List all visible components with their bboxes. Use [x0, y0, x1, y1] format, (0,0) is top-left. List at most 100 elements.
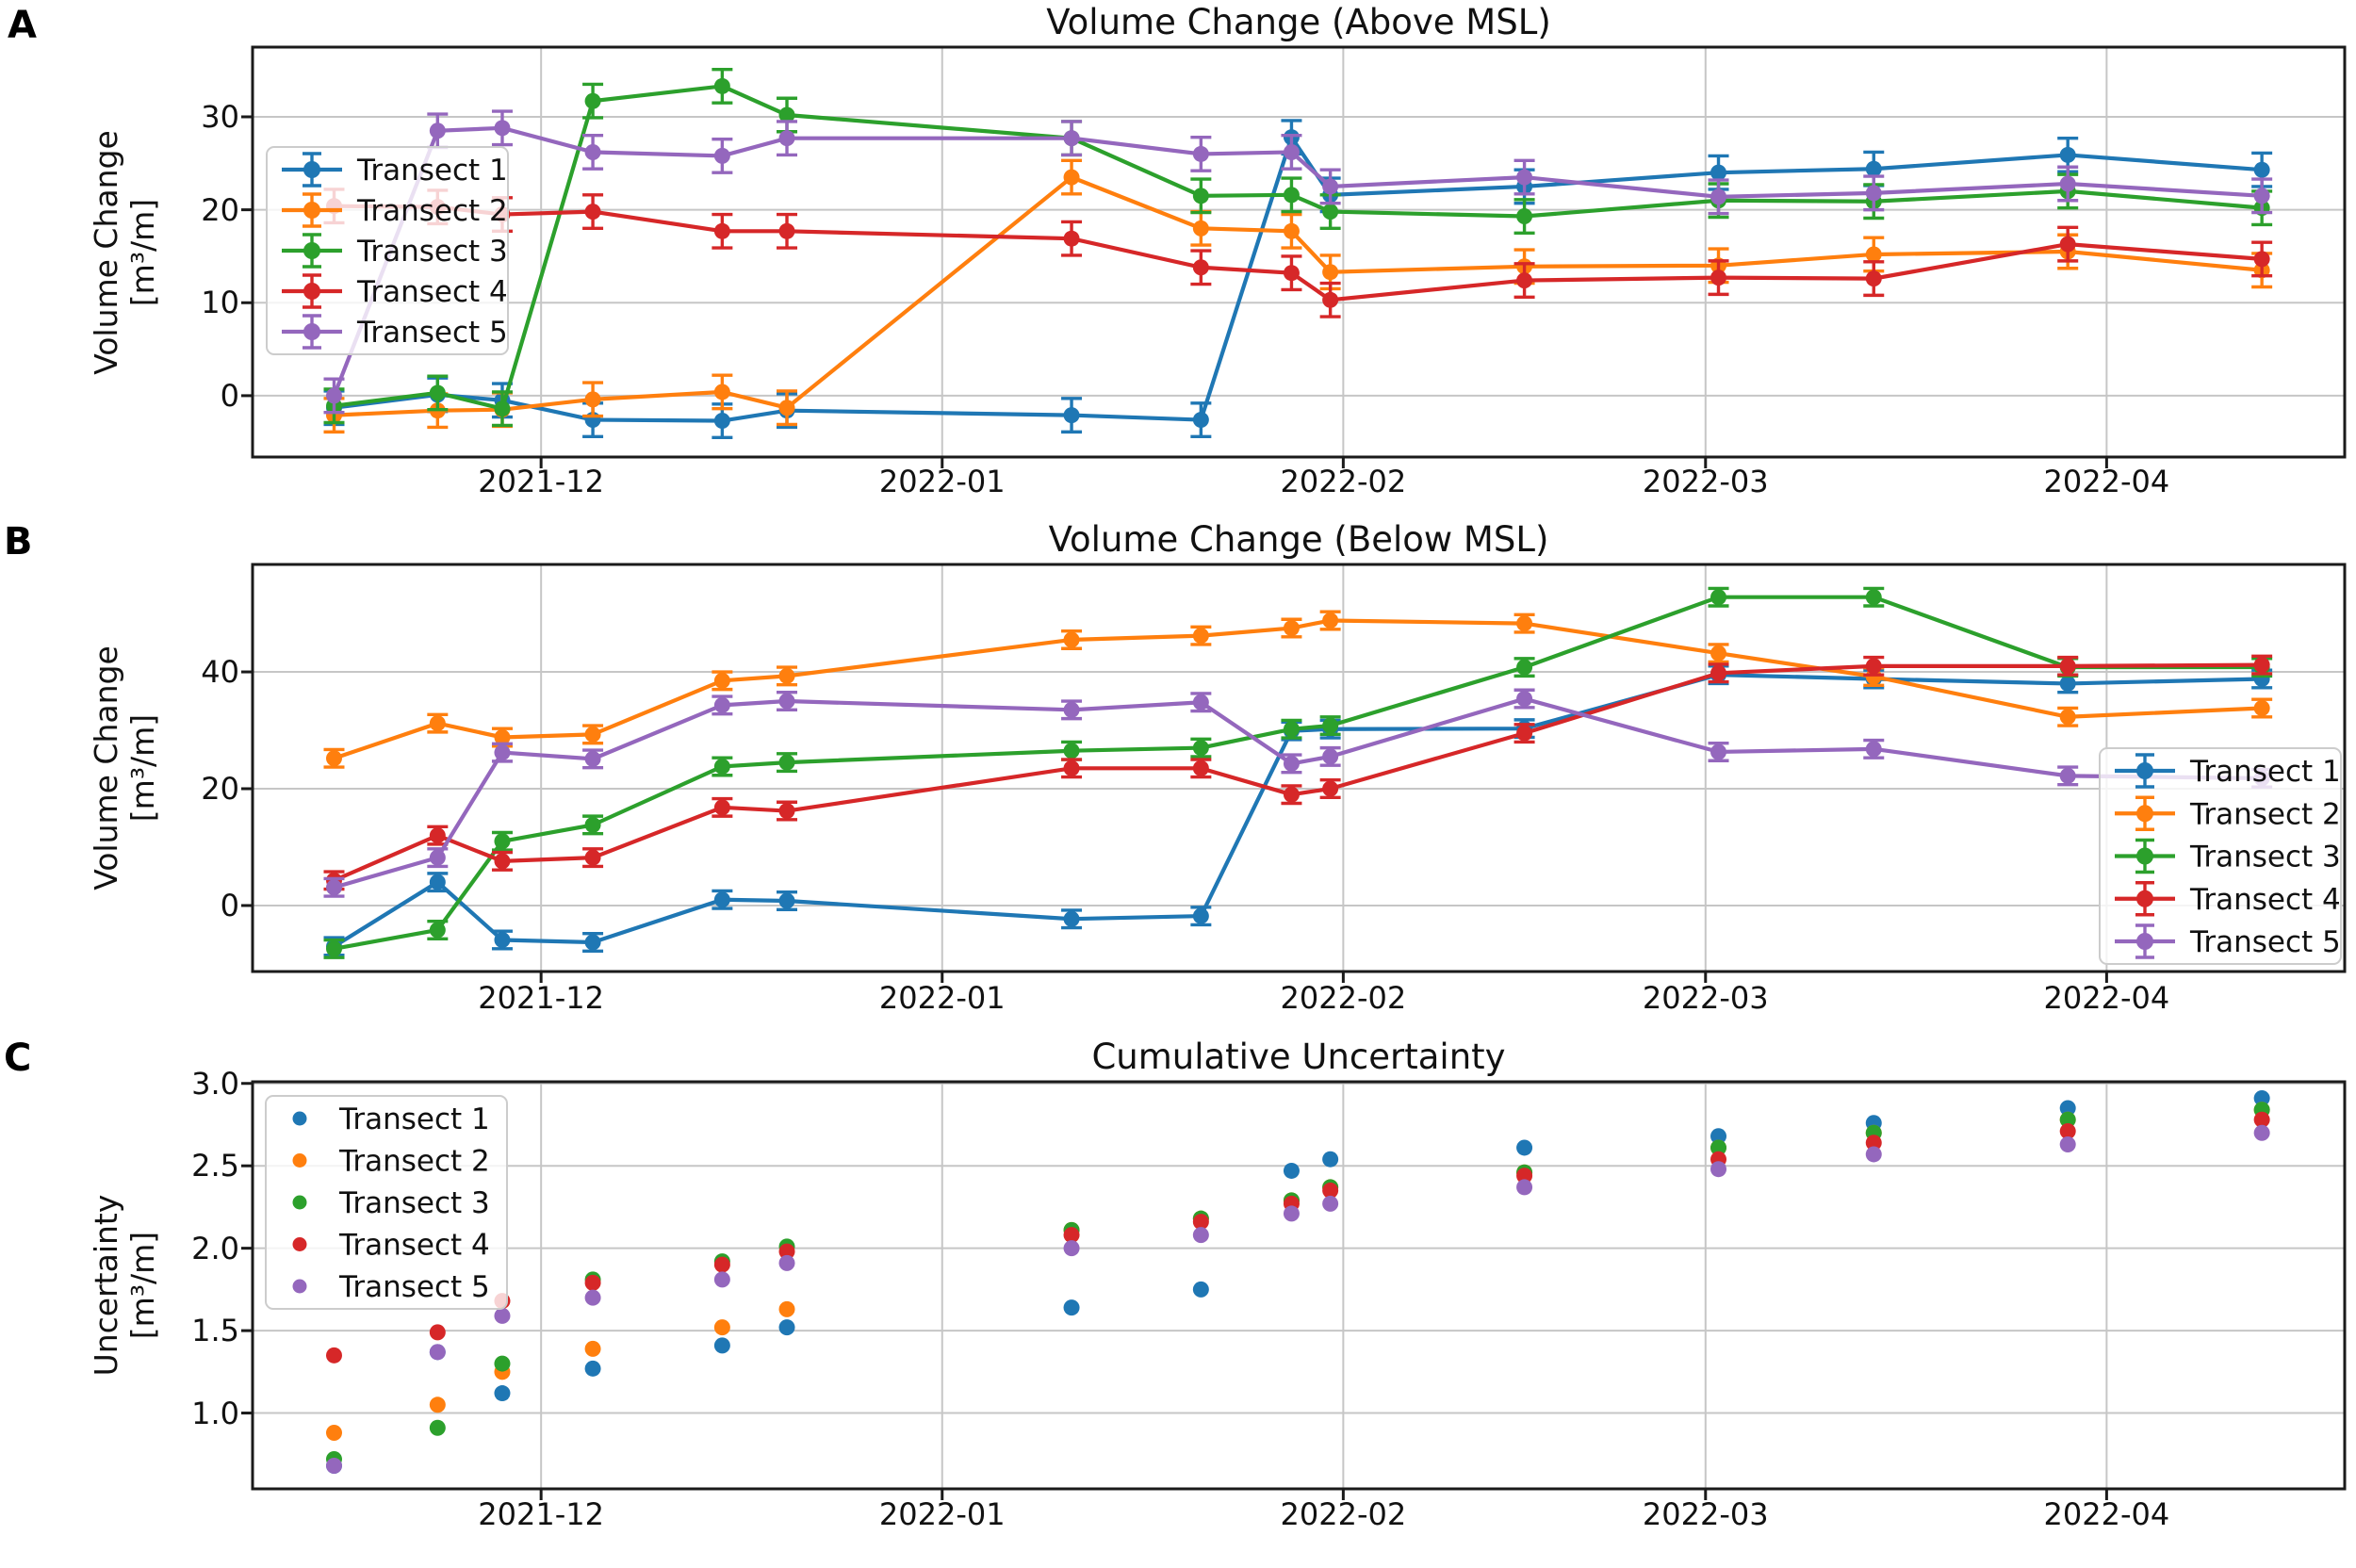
data-point: [2253, 251, 2270, 268]
legend-label: Transect 5: [356, 316, 508, 350]
data-point: [778, 130, 795, 147]
data-point: [2059, 1111, 2076, 1128]
x-tick-label: 2021-12: [478, 980, 605, 1016]
data-point: [1322, 717, 1339, 734]
x-tick-label: 2022-02: [1280, 980, 1407, 1016]
data-point: [713, 758, 730, 775]
data-point: [713, 77, 730, 94]
data-point: [584, 204, 601, 220]
data-point: [2059, 658, 2076, 675]
data-point: [429, 1396, 446, 1413]
y-tick-label: 2.0: [191, 1230, 239, 1266]
data-point: [778, 1319, 795, 1336]
data-point: [1283, 143, 1300, 160]
legend-box: [265, 1095, 508, 1310]
data-point: [1192, 694, 1209, 710]
data-point: [1865, 589, 1882, 606]
data-point: [713, 672, 730, 689]
legend-marker-dot: [292, 1111, 307, 1126]
data-point: [494, 728, 511, 745]
data-point: [1192, 188, 1209, 204]
data-point: [1283, 755, 1300, 772]
x-tick-label: 2022-01: [878, 464, 1006, 499]
data-point: [325, 1347, 342, 1364]
y-tick-label: 1.5: [191, 1313, 239, 1349]
data-point: [1063, 910, 1080, 927]
data-point: [1192, 760, 1209, 776]
data-point: [713, 1271, 730, 1288]
legend-marker-dot: [2136, 890, 2153, 907]
data-point: [1865, 658, 1882, 675]
data-point: [2253, 161, 2270, 178]
x-tick-label: 2021-12: [478, 1496, 605, 1532]
data-point: [1283, 265, 1300, 282]
data-point: [584, 92, 601, 109]
x-tick-label: 2022-04: [2043, 1496, 2170, 1532]
data-point: [494, 1355, 511, 1372]
data-point: [1192, 259, 1209, 276]
legend-marker-dot: [292, 1237, 307, 1251]
data-point: [1322, 178, 1339, 195]
data-point: [713, 696, 730, 713]
data-point: [1322, 612, 1339, 629]
legend-label: Transect 3: [356, 235, 508, 269]
data-point: [584, 143, 601, 160]
data-point: [1283, 1162, 1300, 1179]
data-point: [429, 1344, 446, 1361]
legend-marker-dot: [2136, 847, 2153, 865]
data-point: [2253, 1089, 2270, 1106]
panel-a-ylabel-line2: [m³/m]: [124, 198, 161, 307]
data-point: [713, 799, 730, 816]
data-point: [1283, 187, 1300, 204]
x-tick-label: 2022-04: [2043, 464, 2170, 499]
data-point: [584, 726, 601, 743]
data-point: [1516, 615, 1533, 632]
data-point: [1865, 246, 1882, 263]
data-point: [1192, 1227, 1209, 1244]
data-point: [494, 120, 511, 137]
data-point: [1865, 1135, 1882, 1152]
data-point: [1063, 1227, 1080, 1244]
panel-b-ylabel-line1: Volume Change: [88, 645, 125, 890]
data-point: [1516, 1179, 1533, 1196]
x-tick-label: 2022-03: [1642, 980, 1769, 1016]
data-point: [2059, 675, 2076, 692]
legend-label: Transect 2: [356, 194, 508, 228]
data-point: [429, 122, 446, 139]
data-point: [1710, 164, 1727, 181]
legend-marker-dot: [303, 161, 320, 178]
data-point: [1192, 412, 1209, 429]
data-point: [713, 891, 730, 908]
data-point: [2059, 1122, 2076, 1139]
data-point: [1283, 721, 1300, 738]
data-point: [584, 1274, 601, 1291]
data-point: [429, 715, 446, 732]
legend-marker-dot: [2136, 933, 2153, 950]
data-point: [1192, 628, 1209, 645]
data-point: [2253, 699, 2270, 716]
panel-c-ylabel: Uncertainty [m³/m]: [88, 1003, 162, 1568]
data-point: [1710, 664, 1727, 681]
data-point: [778, 1254, 795, 1271]
legend-label: Transect 1: [356, 154, 508, 188]
data-point: [1063, 760, 1080, 776]
legend-marker-dot: [292, 1279, 307, 1294]
x-tick-label: 2022-03: [1642, 464, 1769, 499]
data-point: [1710, 589, 1727, 606]
legend-label: Transect 3: [2189, 841, 2341, 874]
data-point: [1865, 160, 1882, 177]
data-point: [1710, 1139, 1727, 1156]
data-point: [778, 803, 795, 820]
data-point: [429, 922, 446, 939]
data-point: [1063, 1299, 1080, 1316]
data-point: [2253, 1124, 2270, 1141]
data-point: [325, 940, 342, 957]
legend-label: Transect 3: [338, 1186, 490, 1220]
data-point: [1516, 169, 1533, 186]
data-point: [1516, 691, 1533, 708]
data-point: [1063, 1240, 1080, 1257]
data-point: [1283, 620, 1300, 637]
data-point: [2059, 1135, 2076, 1152]
x-tick-label: 2021-12: [478, 464, 605, 499]
data-point: [2253, 657, 2270, 674]
